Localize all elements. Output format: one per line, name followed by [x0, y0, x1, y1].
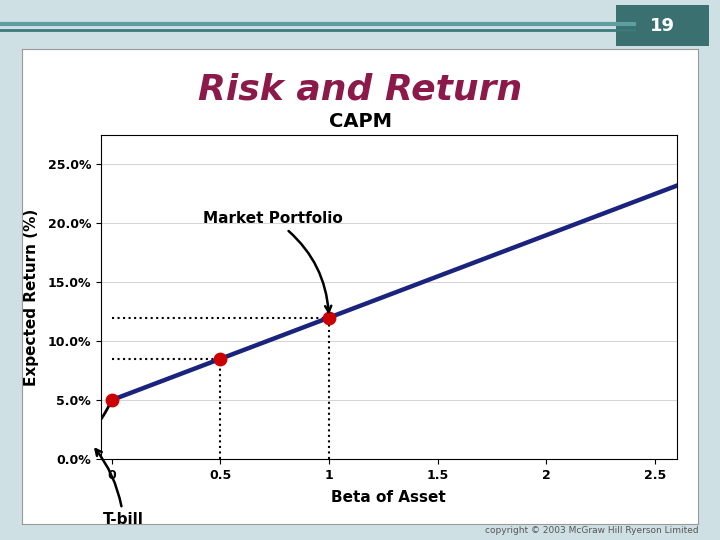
Text: copyright © 2003 McGraw Hill Ryerson Limited: copyright © 2003 McGraw Hill Ryerson Lim…	[485, 525, 698, 535]
X-axis label: Beta of Asset: Beta of Asset	[331, 490, 446, 505]
Text: Risk and Return: Risk and Return	[198, 72, 522, 106]
Point	[215, 355, 226, 363]
Text: 19: 19	[650, 17, 675, 35]
Y-axis label: Expected Return (%): Expected Return (%)	[24, 208, 40, 386]
Text: CAPM: CAPM	[328, 112, 392, 131]
Point	[323, 313, 335, 322]
Text: Market Portfolio: Market Portfolio	[203, 211, 343, 312]
Text: T-bill: T-bill	[96, 449, 144, 527]
Point	[106, 396, 117, 404]
